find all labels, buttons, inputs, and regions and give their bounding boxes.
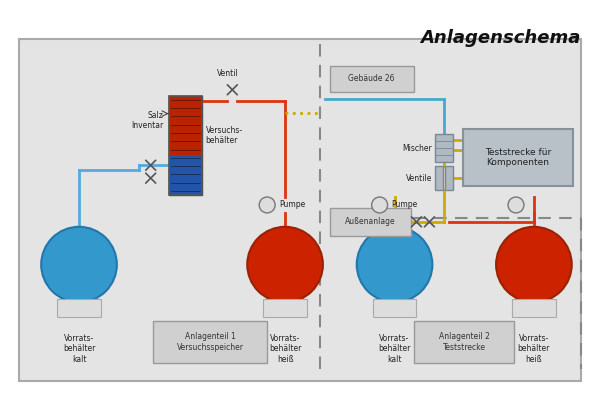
Bar <box>415 321 514 363</box>
Circle shape <box>508 197 524 213</box>
Circle shape <box>496 227 572 302</box>
Text: Außenanlage: Außenanlage <box>346 217 396 226</box>
Bar <box>152 321 267 363</box>
Bar <box>169 96 202 155</box>
Circle shape <box>247 227 323 302</box>
Bar <box>330 66 415 92</box>
Bar <box>169 96 202 195</box>
Bar <box>169 96 202 195</box>
Bar <box>436 134 453 162</box>
Bar <box>330 208 412 236</box>
Text: Mischer: Mischer <box>403 144 433 153</box>
Bar <box>373 299 416 317</box>
Bar <box>463 128 573 186</box>
Circle shape <box>259 197 275 213</box>
Circle shape <box>371 197 388 213</box>
Circle shape <box>41 227 117 302</box>
Text: Ventil: Ventil <box>217 69 239 78</box>
Text: Anlagenteil 1
Versuchsspeicher: Anlagenteil 1 Versuchsspeicher <box>177 332 244 352</box>
Text: Versuchs-
behälter: Versuchs- behälter <box>205 126 242 145</box>
Text: Vorrats-
behälter
kalt: Vorrats- behälter kalt <box>63 334 95 364</box>
Bar <box>436 166 443 190</box>
Text: Gebäude 26: Gebäude 26 <box>349 74 395 83</box>
Text: Vorrats-
behälter
kalt: Vorrats- behälter kalt <box>379 334 411 364</box>
Circle shape <box>357 227 433 302</box>
Text: Pumpe: Pumpe <box>279 200 305 210</box>
Text: Teststrecke für
Komponenten: Teststrecke für Komponenten <box>485 148 551 167</box>
Text: Salz
Inventar: Salz Inventar <box>131 111 164 130</box>
Bar <box>263 299 307 317</box>
Text: Anlagenteil 2
Teststrecke: Anlagenteil 2 Teststrecke <box>439 332 490 352</box>
Bar <box>19 39 581 381</box>
Text: Vorrats-
behälter
heiß: Vorrats- behälter heiß <box>518 334 550 364</box>
Bar <box>169 155 202 195</box>
Text: Anlagenschema: Anlagenschema <box>421 29 581 47</box>
Text: Ventile: Ventile <box>406 174 433 183</box>
Text: Vorrats-
behälter
heiß: Vorrats- behälter heiß <box>269 334 301 364</box>
Bar <box>445 166 453 190</box>
Bar <box>57 299 101 317</box>
Bar <box>512 299 556 317</box>
Text: Pumpe: Pumpe <box>392 200 418 210</box>
